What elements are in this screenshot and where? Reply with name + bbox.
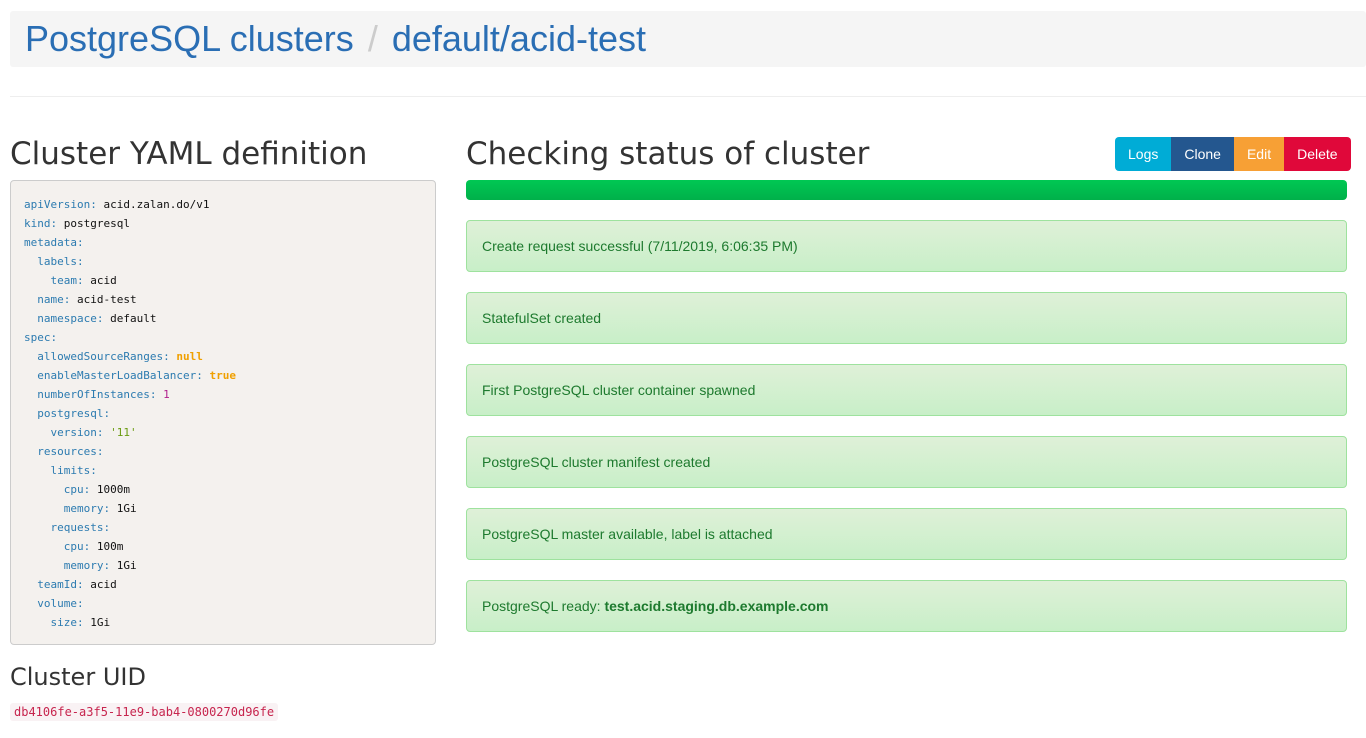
yaml-value: acid-test (77, 293, 137, 306)
yaml-key: labels (37, 255, 77, 268)
yaml-value: acid.zalan.do/v1 (103, 198, 210, 211)
yaml-key: metadata (24, 236, 77, 249)
yaml-line: metadata: (24, 236, 91, 249)
yaml-key: spec (24, 331, 51, 344)
yaml-value: 1Gi (116, 502, 137, 515)
yaml-key: cpu (63, 483, 84, 496)
status-text: Create request successful (7/11/2019, 6:… (482, 238, 798, 254)
yaml-value: 1Gi (116, 559, 137, 572)
yaml-line: spec: (24, 331, 64, 344)
yaml-line: postgresql: (37, 407, 117, 420)
status-message: StatefulSet created (466, 292, 1347, 344)
logs-button[interactable]: Logs (1115, 137, 1172, 171)
status-text: PostgreSQL ready: (482, 598, 605, 614)
yaml-value: 1 (163, 388, 170, 401)
divider (10, 96, 1366, 97)
yaml-key: limits (50, 464, 91, 477)
yaml-title: Cluster YAML definition (10, 136, 368, 172)
status-message: First PostgreSQL cluster container spawn… (466, 364, 1347, 416)
yaml-line: limits: (50, 464, 104, 477)
breadcrumb: PostgreSQL clusters / default/acid-test (10, 11, 1366, 67)
yaml-line: cpu: 1000m (63, 483, 130, 496)
cluster-hostname: test.acid.staging.db.example.com (604, 598, 829, 614)
status-message: Create request successful (7/11/2019, 6:… (466, 220, 1347, 272)
yaml-value: 100m (96, 540, 124, 553)
yaml-line: team: acid (50, 274, 117, 287)
yaml-value: postgresql (63, 217, 130, 230)
cluster-uid: db4106fe-a3f5-11e9-bab4-0800270d96fe (10, 703, 279, 721)
yaml-key: memory (63, 559, 104, 572)
yaml-line: kind: postgresql (24, 217, 130, 230)
yaml-key: cpu (63, 540, 84, 553)
yaml-line: memory: 1Gi (63, 502, 137, 515)
yaml-key: teamId (37, 578, 77, 591)
yaml-value: 1Gi (90, 616, 111, 629)
yaml-key: requests (50, 521, 104, 534)
status-message: PostgreSQL master available, label is at… (466, 508, 1347, 560)
yaml-key: team (50, 274, 78, 287)
breadcrumb-current[interactable]: default/acid-test (391, 18, 646, 59)
yaml-value: acid (90, 578, 117, 591)
yaml-key: namespace (37, 312, 97, 325)
yaml-key: enableMasterLoadBalancer (37, 369, 197, 382)
progress-bar (466, 180, 1347, 200)
yaml-definition: apiVersion: acid.zalan.do/v1 kind: postgr… (10, 180, 436, 645)
breadcrumb-clusters-link[interactable]: PostgreSQL clusters (25, 18, 354, 59)
yaml-key: volume (37, 597, 77, 610)
yaml-key: allowedSourceRanges (37, 350, 164, 363)
yaml-line: teamId: acid (37, 578, 117, 591)
status-message: PostgreSQL ready: test.acid.staging.db.e… (466, 580, 1347, 632)
yaml-line: volume: (37, 597, 91, 610)
yaml-line: cpu: 100m (63, 540, 124, 553)
yaml-line: numberOfInstances: 1 (37, 388, 170, 401)
yaml-key: size (50, 616, 78, 629)
yaml-key: postgresql (37, 407, 104, 420)
yaml-line: apiVersion: acid.zalan.do/v1 (24, 198, 210, 211)
status-text: First PostgreSQL cluster container spawn… (482, 382, 756, 398)
yaml-line: resources: (37, 445, 111, 458)
yaml-key: name (37, 293, 64, 306)
yaml-key: numberOfInstances (37, 388, 150, 401)
edit-button[interactable]: Edit (1233, 137, 1285, 171)
yaml-key: apiVersion (24, 198, 91, 211)
yaml-value: true (209, 369, 236, 382)
status-text: StatefulSet created (482, 310, 602, 326)
yaml-value: default (110, 312, 157, 325)
yaml-value: null (176, 350, 203, 363)
yaml-value: acid (90, 274, 117, 287)
yaml-key: resources (37, 445, 97, 458)
yaml-line: labels: (37, 255, 91, 268)
yaml-line: name: acid-test (37, 293, 137, 306)
yaml-line: allowedSourceRanges: null (37, 350, 203, 363)
yaml-line: namespace: default (37, 312, 157, 325)
clone-button[interactable]: Clone (1171, 137, 1234, 171)
yaml-line: size: 1Gi (50, 616, 111, 629)
status-text: PostgreSQL cluster manifest created (482, 454, 711, 470)
yaml-key: memory (63, 502, 104, 515)
status-text: PostgreSQL master available, label is at… (482, 526, 773, 542)
yaml-key: version (50, 426, 97, 439)
delete-button[interactable]: Delete (1284, 137, 1351, 171)
uid-title: Cluster UID (10, 663, 146, 691)
yaml-line: enableMasterLoadBalancer: true (37, 369, 236, 382)
status-title: Checking status of cluster (466, 136, 870, 172)
yaml-line: memory: 1Gi (63, 559, 137, 572)
action-buttons: Logs Clone Edit Delete (1115, 137, 1351, 171)
yaml-line: requests: (50, 521, 117, 534)
status-message: PostgreSQL cluster manifest created (466, 436, 1347, 488)
yaml-line: version: '11' (50, 426, 137, 439)
yaml-key: kind (24, 217, 51, 230)
breadcrumb-separator: / (367, 18, 378, 59)
yaml-value: 1000m (96, 483, 130, 496)
yaml-value: '11' (110, 426, 137, 439)
